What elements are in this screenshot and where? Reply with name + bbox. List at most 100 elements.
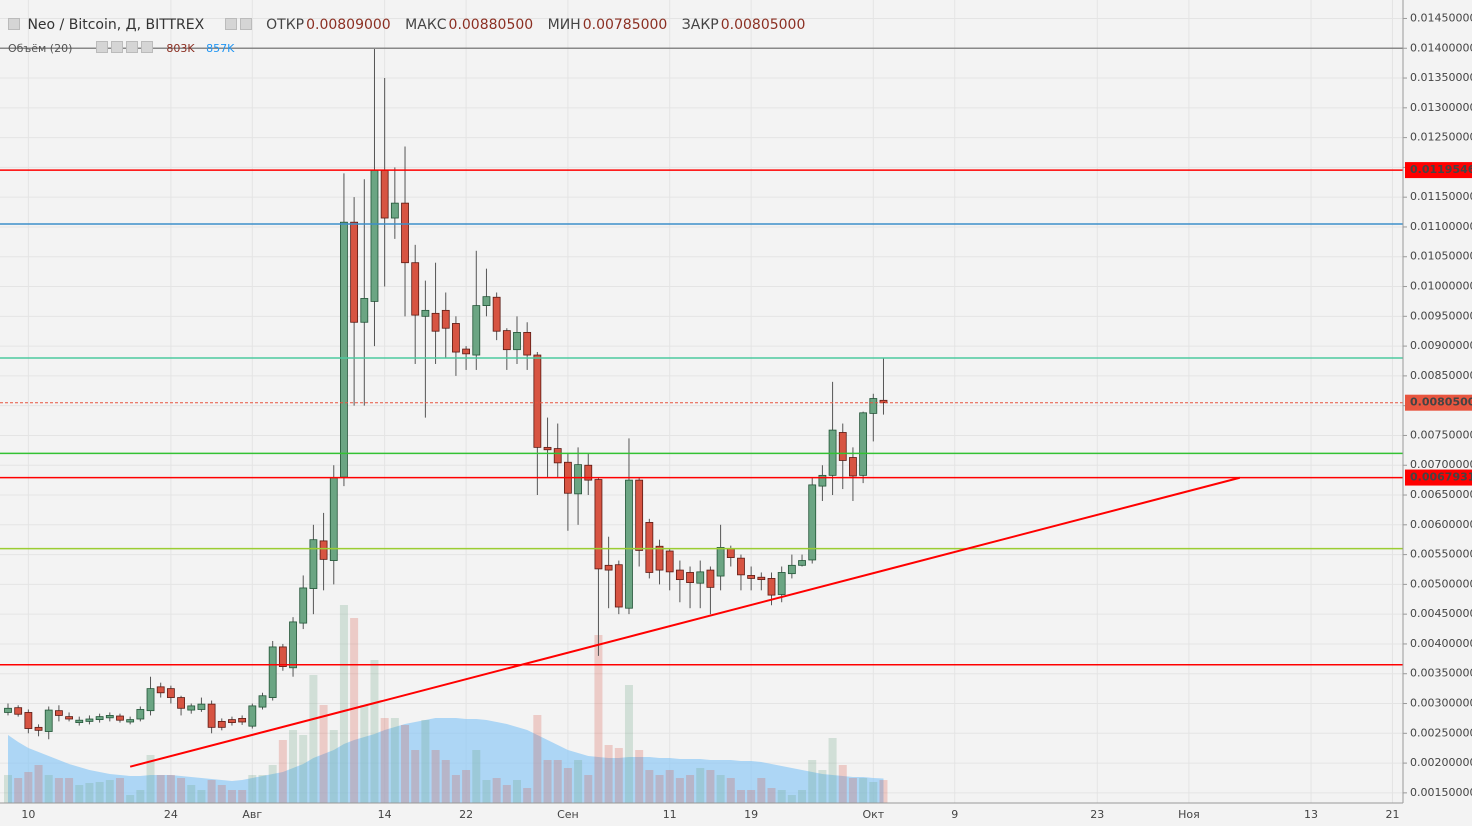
volume-ma-area (8, 718, 884, 803)
price-tag-label: 0.01195468 (1410, 163, 1472, 176)
volume-bar (258, 775, 267, 803)
candle-body (360, 298, 369, 323)
y-tick-label: 0.00350000 (1410, 667, 1472, 680)
x-tick-label: 9 (951, 808, 958, 821)
volume-bar (350, 618, 359, 803)
volume-bar (54, 778, 63, 803)
candle-body (105, 715, 114, 719)
volume-bar (624, 685, 633, 803)
y-tick-label: 0.01000000 (1410, 280, 1472, 293)
y-tick-label: 0.01300000 (1410, 101, 1472, 114)
x-tick-label: 22 (459, 808, 473, 821)
volume-bar (227, 790, 236, 803)
x-tick-label: Авг (242, 808, 262, 821)
volume-bar (574, 760, 583, 803)
y-tick-label: 0.00600000 (1410, 518, 1472, 531)
ohlc-value: 0.00785000 (582, 17, 668, 33)
legend-icon[interactable] (140, 41, 153, 53)
candle-body (156, 686, 165, 694)
y-tick-label: 0.00300000 (1410, 697, 1472, 710)
candle-body (24, 712, 33, 729)
y-tick-label: 0.01100000 (1410, 220, 1472, 233)
volume-bar (380, 718, 389, 803)
candle-body (502, 330, 511, 351)
candle-body (675, 569, 684, 581)
trend-line (129, 476, 1241, 768)
candle-body (136, 709, 145, 720)
y-tick-label: 0.01350000 (1410, 71, 1472, 84)
legend-icon[interactable] (110, 41, 123, 53)
candle-body (533, 354, 542, 448)
candle-body (44, 709, 53, 732)
volume-bar (360, 705, 369, 803)
volume-bar (665, 770, 674, 803)
legend-icon[interactable] (125, 41, 138, 53)
candle-body (686, 572, 694, 583)
volume-bar (472, 750, 481, 803)
volume-bar (24, 772, 33, 803)
volume-bar (502, 785, 511, 803)
volume-bar (329, 730, 338, 803)
candle-body (34, 726, 43, 731)
volume-bar (584, 775, 593, 803)
y-tick-label: 0.01400000 (1410, 41, 1472, 54)
ohlc-key: ОТКР (266, 17, 305, 33)
eye-icon[interactable] (239, 18, 252, 30)
volume-bar (706, 770, 715, 803)
candle-body (126, 719, 135, 723)
candle-body (859, 412, 868, 476)
x-tick-label: 11 (663, 808, 677, 821)
x-tick-label: Сен (557, 808, 579, 821)
y-tick-label: 0.00700000 (1410, 458, 1472, 471)
candle-body (228, 719, 236, 723)
y-tick-label: 0.00750000 (1410, 428, 1472, 441)
y-tick-label: 0.01150000 (1410, 190, 1472, 203)
volume-bar (798, 790, 807, 803)
volume-last: 803K (166, 42, 195, 55)
volume-bar (716, 775, 725, 803)
volume-ma-last: 857K (206, 42, 235, 55)
x-tick-label: 10 (21, 808, 35, 821)
candle-body (757, 576, 766, 581)
candle-body (197, 703, 206, 710)
volume-bar (207, 780, 216, 803)
volume-bar (166, 775, 175, 803)
collapse-icon[interactable] (8, 18, 20, 30)
candle-body (380, 169, 389, 219)
candle-body (543, 446, 552, 451)
candle-body (350, 221, 359, 323)
candle-body (116, 715, 124, 721)
candle-body (869, 398, 878, 414)
price-tag (1405, 162, 1472, 179)
volume-bar (635, 750, 644, 803)
y-tick-label: 0.00950000 (1410, 309, 1472, 322)
volume-bar (777, 790, 786, 803)
volume-name[interactable]: Объём (20) (8, 42, 73, 55)
x-tick-label: 21 (1385, 808, 1399, 821)
candle-body (645, 522, 654, 573)
candle-body (625, 479, 633, 609)
candle-body (166, 688, 175, 698)
legend-icon[interactable] (95, 41, 108, 53)
candle-body (472, 305, 481, 356)
candle-body (767, 578, 776, 596)
volume-bar (65, 778, 74, 803)
candle-body (421, 309, 430, 317)
volume-bar (767, 788, 776, 803)
ohlc-value: 0.00809000 (306, 17, 391, 33)
candle-body (390, 202, 399, 219)
settings-icon[interactable] (224, 18, 237, 30)
candle-body (431, 312, 440, 332)
candle-body (65, 716, 73, 720)
volume-bar (808, 760, 817, 803)
candle-body (319, 540, 328, 560)
x-tick-label: 13 (1304, 808, 1318, 821)
candle-body (747, 575, 756, 579)
symbol-title[interactable]: Neo / Bitcoin, Д, BITTREX (27, 17, 205, 33)
candle-body (838, 432, 847, 461)
volume-bar (4, 775, 12, 803)
volume-bar (828, 738, 837, 803)
candle-body (401, 202, 409, 264)
volume-bar (533, 715, 542, 803)
